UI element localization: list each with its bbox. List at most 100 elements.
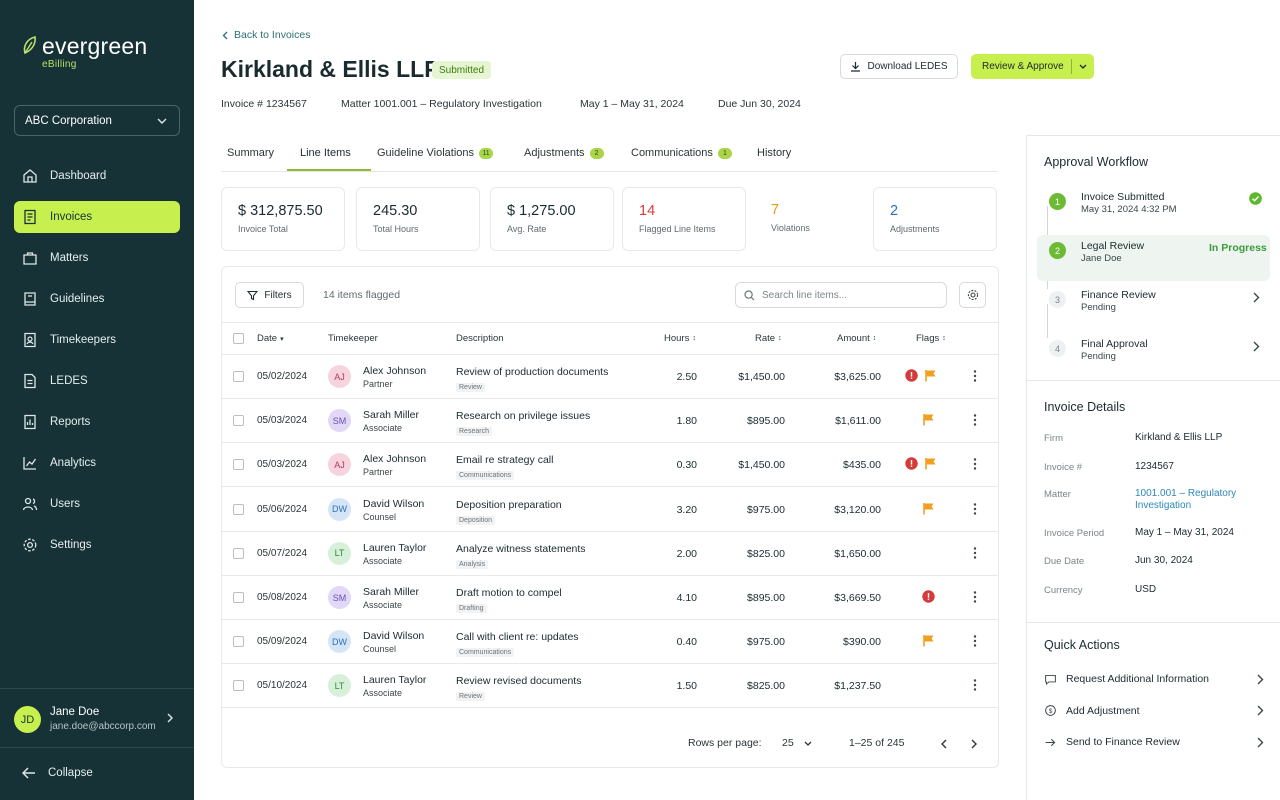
download-ledes-button[interactable]: Download LEDES (840, 54, 958, 79)
next-page-button[interactable] (971, 739, 978, 749)
table-row[interactable]: 05/09/2024 DW David Wilson Counsel Call … (222, 620, 998, 665)
detail-key: Due Date (1044, 556, 1085, 567)
row-amount: $3,669.50 (834, 592, 881, 604)
sort-icon: ▾ (280, 335, 284, 343)
col-date[interactable]: Date ▾ (257, 333, 284, 344)
sidebar-item-invoices[interactable]: Invoices (14, 201, 180, 233)
sidebar-item-users[interactable]: Users (14, 488, 180, 520)
approve-dropdown[interactable] (1072, 64, 1094, 69)
task-tag: Review (456, 383, 485, 392)
sidebar-item-timekeepers[interactable]: Timekeepers (14, 324, 180, 356)
workflow-step[interactable]: 3 Finance Review Pending (1037, 284, 1270, 330)
row-checkbox[interactable] (233, 680, 244, 692)
kpi-label: Avg. Rate (507, 224, 547, 234)
search-box (735, 282, 947, 308)
flag-icon (923, 635, 934, 647)
col-amount[interactable]: Amount ↕ (837, 333, 876, 344)
row-menu-button[interactable] (970, 413, 980, 427)
tab-adjustments[interactable]: Adjustments 2 (524, 147, 604, 159)
quick-action-send-to-finance-review[interactable]: Send to Finance Review (1044, 732, 1264, 752)
col-rate[interactable]: Rate ↕ (755, 333, 782, 344)
row-checkbox[interactable] (233, 459, 244, 471)
row-checkbox[interactable] (233, 636, 244, 648)
row-checkbox[interactable] (233, 503, 244, 515)
row-checkbox[interactable] (233, 371, 244, 382)
timekeeper-name: Lauren Taylor (363, 541, 427, 554)
sidebar-item-dashboard[interactable]: Dashboard (14, 160, 180, 192)
table-settings-button[interactable] (959, 282, 986, 308)
avatar: AJ (328, 453, 351, 477)
table-row[interactable]: 05/07/2024 LT Lauren Taylor Associate An… (222, 532, 998, 576)
col-description: Description (456, 333, 504, 344)
table-row[interactable]: 05/03/2024 SM Sarah Miller Associate Res… (222, 399, 998, 444)
sidebar-item-matters[interactable]: Matters (14, 242, 180, 274)
table-row[interactable]: 05/02/2024 AJ Alex Johnson Partner Revie… (222, 355, 998, 399)
tab-history[interactable]: History (757, 147, 791, 159)
col-flags[interactable]: Flags ↕ (916, 333, 946, 344)
step-sub: May 31, 2024 4:32 PM (1081, 204, 1177, 215)
collapse-button[interactable]: Collapse (22, 767, 93, 779)
sidebar-item-analytics[interactable]: Analytics (14, 447, 180, 479)
row-checkbox[interactable] (233, 592, 244, 603)
search-input[interactable] (762, 289, 932, 301)
divider (1027, 380, 1280, 381)
row-flags[interactable] (905, 457, 937, 471)
step-sub: Pending (1081, 351, 1116, 362)
tab-guideline-violations[interactable]: Guideline Violations 11 (377, 147, 494, 159)
kpi-value: 7 (771, 202, 780, 218)
tab-label: Guideline Violations (377, 147, 475, 159)
rows-per-page-select[interactable]: 25 (782, 737, 812, 749)
flag-icon (925, 370, 936, 382)
tab-summary[interactable]: Summary (227, 147, 274, 159)
row-flags[interactable] (922, 590, 935, 603)
row-flags[interactable] (922, 634, 935, 647)
row-flags[interactable] (905, 369, 937, 382)
row-rate: $975.00 (747, 503, 785, 516)
brand-logo[interactable]: evergreen eBilling (22, 34, 147, 70)
rows-per-page-label: Rows per page: (688, 737, 762, 749)
row-menu-button[interactable] (970, 369, 980, 383)
sidebar-item-label: Users (50, 498, 81, 510)
row-checkbox[interactable] (233, 547, 244, 559)
error-icon (905, 457, 918, 471)
sidebar-item-label: Timekeepers (50, 334, 117, 346)
select-all-checkbox[interactable] (233, 333, 244, 344)
organization-select[interactable]: ABC Corporation (14, 105, 180, 136)
filters-button[interactable]: Filters (235, 282, 304, 308)
table-row[interactable]: 05/03/2024 AJ Alex Johnson Partner Email… (222, 443, 998, 488)
row-menu-button[interactable] (970, 678, 980, 692)
table-header: Date ▾ Timekeeper Description Hours ↕ Rate… (222, 322, 998, 355)
sidebar-item-ledes[interactable]: LEDES (14, 365, 180, 397)
workflow-step[interactable]: 4 Final Approval Pending (1037, 333, 1270, 379)
row-menu-button[interactable] (970, 502, 980, 516)
row-menu-button[interactable] (970, 457, 980, 471)
timekeeper-role: Counsel (363, 644, 397, 655)
matter-link[interactable]: 1001.001 – Regulatory Investigation (1135, 488, 1237, 511)
table-row[interactable]: 05/08/2024 SM Sarah Miller Associate Dra… (222, 576, 998, 620)
sidebar-item-guidelines[interactable]: Guidelines (14, 283, 180, 315)
prev-page-button[interactable] (940, 739, 947, 749)
sidebar-item-label: Settings (50, 539, 92, 551)
sidebar-item-settings[interactable]: Settings (14, 529, 180, 561)
step-status: In Progress (1209, 242, 1267, 254)
row-checkbox[interactable] (233, 415, 244, 427)
row-menu-button[interactable] (970, 634, 980, 648)
back-link[interactable]: Back to Invoices (222, 29, 310, 41)
table-row[interactable]: 05/10/2024 LT Lauren Taylor Associate Re… (222, 664, 998, 709)
quick-action-add-adjustment[interactable]: $ Add Adjustment (1044, 701, 1264, 721)
review-approve-button[interactable]: Review & Approve (971, 54, 1094, 79)
sidebar-item-reports[interactable]: Reports (14, 406, 180, 438)
row-hours: 2.00 (676, 547, 697, 560)
row-flags[interactable] (922, 502, 935, 515)
row-menu-button[interactable] (970, 590, 980, 604)
tab-communications[interactable]: Communications 1 (631, 147, 732, 159)
table-row[interactable]: 05/06/2024 DW David Wilson Counsel Depos… (222, 488, 998, 532)
tab-line-items[interactable]: Line Items (300, 147, 351, 159)
row-hours: 1.50 (676, 680, 697, 693)
row-menu-button[interactable] (970, 546, 980, 560)
row-flags[interactable] (922, 413, 935, 426)
user-profile[interactable]: JD Jane Doe jane.doe@abccorp.com (0, 688, 194, 748)
kpi-card: 14 Flagged Line Items (622, 187, 746, 251)
quick-action-request-additional-information[interactable]: Request Additional Information (1044, 669, 1264, 689)
col-hours[interactable]: Hours ↕ (664, 333, 696, 344)
